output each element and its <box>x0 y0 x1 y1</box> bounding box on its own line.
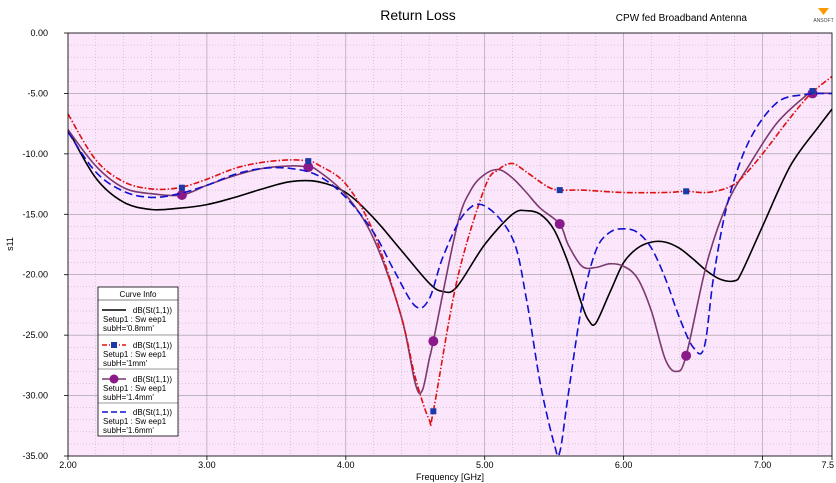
legend-entry-3: dB(St(1,1)) Setup1 : Sw eep1 subH='1.4mm… <box>102 374 172 402</box>
square-marker <box>305 158 312 165</box>
legend-entry-1: dB(St(1,1)) Setup1 : Sw eep1 subH='0.8mm… <box>102 306 172 333</box>
legend-entry-4-line3: subH='1.6mm' <box>103 426 154 435</box>
x-axis-title: Frequency [GHz] <box>416 472 484 482</box>
legend-title: Curve Info <box>120 290 157 299</box>
y-axis-title: s11 <box>5 237 15 251</box>
circle-marker <box>681 350 692 361</box>
y-tick-label: -30.00 <box>22 391 48 401</box>
y-tick-label: -5.00 <box>27 88 48 98</box>
chart-title: Return Loss <box>380 7 455 23</box>
legend-entry-3-line3: subH='1.4mm' <box>103 393 154 402</box>
square-marker <box>809 88 816 95</box>
axis-ticks: 2.00 3.00 4.00 5.00 6.00 7.00 7.5 0.00 -5.00 -10.… <box>22 28 834 470</box>
x-tick-label: 7.00 <box>754 460 772 470</box>
legend-entry-4-line1: dB(St(1,1)) <box>133 408 172 417</box>
legend-entry-3-line1: dB(St(1,1)) <box>133 375 172 384</box>
legend-entry-4-line2: Setup1 : Sw eep1 <box>103 417 167 426</box>
square-marker <box>683 188 690 195</box>
series-line-4 <box>67 92 833 458</box>
legend-box <box>97 286 179 437</box>
x-tick-label: 4.00 <box>337 460 355 470</box>
series-layer <box>67 75 833 458</box>
y-tick-label: -15.00 <box>22 209 48 219</box>
y-tick-label: -20.00 <box>22 270 48 280</box>
y-tick-label: -35.00 <box>22 451 48 461</box>
legend-marker-circle <box>109 374 119 384</box>
legend-entry-1-line1: dB(St(1,1)) <box>133 306 172 315</box>
svg-text:ANSOFT: ANSOFT <box>813 18 833 24</box>
circle-marker <box>303 162 314 173</box>
circle-marker <box>554 218 565 229</box>
x-tick-label: 7.5 <box>821 460 834 470</box>
legend-entry-2-line3: subH='1mm' <box>103 359 148 368</box>
legend-entry-3-line2: Setup1 : Sw eep1 <box>103 384 167 393</box>
series-line-1 <box>67 108 833 326</box>
ansoft-logo: ANSOFT <box>813 8 834 24</box>
legend-entry-2-line2: Setup1 : Sw eep1 <box>103 350 167 359</box>
y-tick-label: 0.00 <box>30 28 48 38</box>
legend-entry-4: dB(St(1,1)) Setup1 : Sw eep1 subH='1.6mm… <box>102 408 172 435</box>
design-name: CPW fed Broadband Antenna <box>616 13 748 24</box>
y-tick-label: -10.00 <box>22 149 48 159</box>
legend-entry-2: dB(St(1,1)) Setup1 : Sw eep1 subH='1mm' <box>102 341 172 368</box>
x-tick-label: 6.00 <box>615 460 633 470</box>
circle-marker <box>428 336 439 347</box>
series-line-2 <box>67 75 833 428</box>
y-tick-label: -25.00 <box>22 330 48 340</box>
square-marker <box>556 187 563 194</box>
legend: Curve Info dB(St(1,1)) Setup1 : Sw eep1 … <box>97 286 179 437</box>
square-marker <box>178 184 185 191</box>
legend-entry-1-line2: Setup1 : Sw eep1 <box>103 315 167 324</box>
x-tick-label: 2.00 <box>59 460 77 470</box>
x-tick-label: 5.00 <box>476 460 494 470</box>
plot-frame <box>67 32 833 457</box>
x-tick-label: 3.00 <box>198 460 216 470</box>
plot-area <box>68 33 832 456</box>
legend-entry-2-line1: dB(St(1,1)) <box>133 341 172 350</box>
legend-marker-square <box>111 342 117 348</box>
square-marker <box>430 408 437 415</box>
legend-entry-1-line3: subH='0.8mm' <box>103 324 154 333</box>
